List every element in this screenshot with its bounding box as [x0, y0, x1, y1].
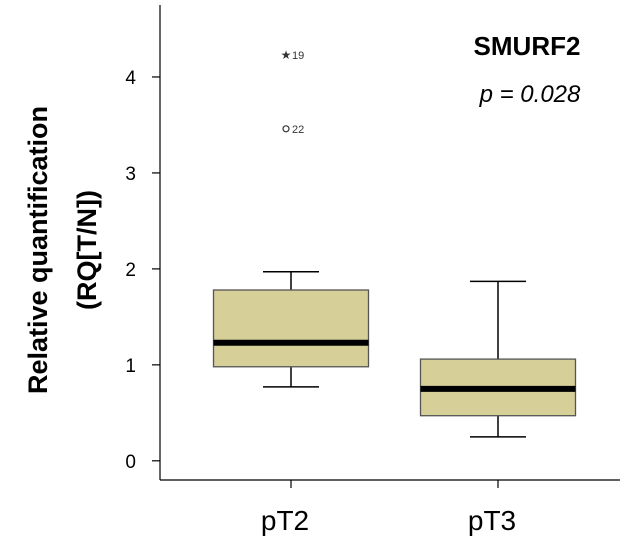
y-axis-title: Relative quantification (RQ[T/N]) — [23, 106, 102, 394]
chart-title: SMURF2 — [474, 31, 581, 61]
x-tick-label: pT3 — [468, 505, 516, 536]
x-tick-label: pT2 — [261, 505, 309, 536]
y-axis-label-line-2: (RQ[T/N]) — [72, 190, 102, 310]
y-tick-label: 3 — [125, 164, 136, 185]
y-tick-label: 4 — [125, 68, 136, 89]
y-tick-label: 2 — [125, 260, 136, 281]
outlier-label: 19 — [292, 50, 304, 62]
y-axis-label-line-1: Relative quantification — [23, 106, 53, 394]
outlier-star: ★ — [281, 48, 292, 62]
outlier-circle — [282, 125, 290, 133]
outlier-label: 22 — [292, 124, 304, 136]
y-tick-label: 1 — [125, 356, 136, 377]
p-value-annotation: p = 0.028 — [479, 81, 581, 108]
y-tick-label: 0 — [125, 452, 136, 473]
box-pT2 — [212, 289, 370, 368]
plot-area: 0 1 2 3 4 pT2 pT3 ★ 19 22 — [125, 5, 620, 536]
